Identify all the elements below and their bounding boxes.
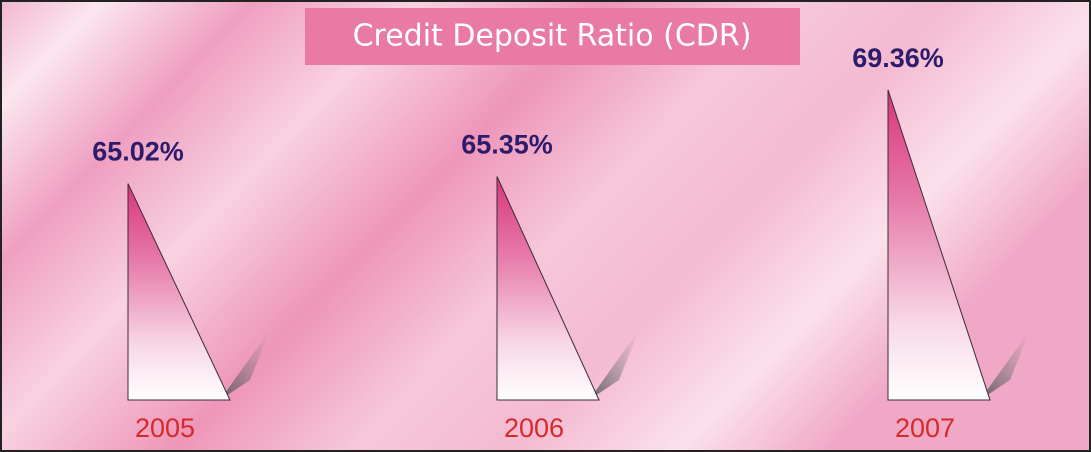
- x-tick-label: 2005: [135, 413, 195, 443]
- x-tick-label: 2006: [504, 413, 564, 443]
- shadow: [589, 330, 639, 400]
- value-label: 65.35%: [461, 130, 553, 160]
- shadow: [220, 330, 270, 400]
- bar: [127, 183, 231, 401]
- title-box: [305, 8, 800, 65]
- bar: [496, 176, 600, 401]
- chart-title: Credit Deposit Ratio (CDR): [353, 19, 752, 54]
- value-label: 69.36%: [852, 43, 944, 73]
- shadow: [980, 330, 1030, 400]
- value-label: 65.02%: [92, 137, 184, 167]
- x-tick-label: 2007: [895, 413, 955, 443]
- bar: [887, 89, 991, 401]
